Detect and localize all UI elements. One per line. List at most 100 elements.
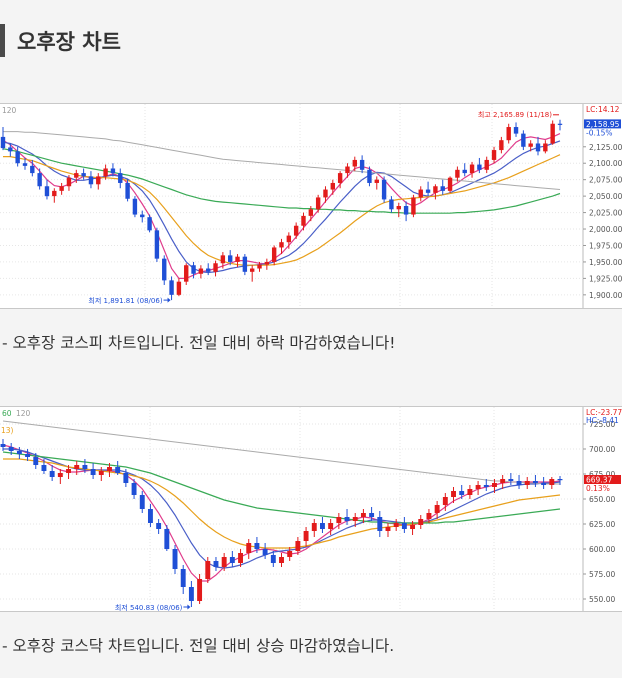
candle-body xyxy=(367,169,372,183)
candle-body xyxy=(271,247,277,262)
candle-body xyxy=(229,557,235,563)
current-price-label: 2,158.95 xyxy=(586,120,620,129)
candle-body xyxy=(30,165,35,174)
candle-body xyxy=(0,136,6,149)
candle-body xyxy=(418,519,424,525)
candle-body xyxy=(74,465,80,469)
y-tick-label: 625.00 xyxy=(589,520,615,529)
candle-body xyxy=(336,517,342,523)
candle-body xyxy=(15,151,20,164)
candle-body xyxy=(213,263,218,272)
y-tick-label: 1,975.00 xyxy=(589,241,622,250)
candle-body xyxy=(315,197,321,210)
y-tick-label: 1,925.00 xyxy=(589,274,622,283)
candle-body xyxy=(323,189,328,198)
candle-body xyxy=(242,256,248,272)
moving-average-line xyxy=(2,451,561,524)
candle-body xyxy=(369,513,375,517)
candle-body xyxy=(301,215,306,226)
moving-average-line xyxy=(3,131,561,190)
moving-average-line xyxy=(2,140,561,274)
candle-body xyxy=(506,127,511,141)
candle-body xyxy=(184,265,189,282)
candle-body xyxy=(433,186,438,193)
ma-period-label: 60 xyxy=(2,409,12,418)
candle-body xyxy=(197,579,203,601)
candle-body xyxy=(286,235,292,243)
candle-body xyxy=(88,176,94,185)
candle-body xyxy=(374,179,379,183)
change-percent-label: 0.13% xyxy=(586,484,610,493)
candle-body xyxy=(90,469,96,475)
candle-body xyxy=(311,523,317,531)
y-tick-label: 2,125.00 xyxy=(589,143,622,152)
candle-body xyxy=(500,479,506,483)
candle-body xyxy=(475,485,481,489)
candle-body xyxy=(198,268,204,274)
candle-body xyxy=(37,173,42,187)
kosdaq-candlestick-chart: 725.00 700.00 675.00 650.00 625.00 600.00 575.… xyxy=(0,407,622,611)
candle-body xyxy=(264,261,270,265)
candle-body xyxy=(164,529,170,549)
candle-body xyxy=(308,209,314,216)
candle-body xyxy=(103,168,108,177)
candle-body xyxy=(246,543,252,553)
candle-body xyxy=(147,217,152,231)
candle-body xyxy=(549,479,555,485)
candle-body xyxy=(123,473,129,483)
candle-body xyxy=(139,495,145,509)
candle-body xyxy=(156,523,162,529)
candle-body xyxy=(287,551,293,557)
y-tick-label: 675.00 xyxy=(589,470,615,479)
candle-body xyxy=(227,255,233,262)
candle-body xyxy=(238,553,244,563)
candle-body xyxy=(389,199,394,210)
candle-body xyxy=(403,206,409,215)
title-accent-bar xyxy=(0,24,5,57)
candle-body xyxy=(66,469,71,473)
candle-body xyxy=(447,177,453,191)
candle-body xyxy=(411,197,416,215)
candle-body xyxy=(279,242,284,248)
high-annotation: 최고 2,165.89 (11/18) xyxy=(478,110,552,119)
candle-body xyxy=(425,189,431,193)
low-annotation: 최저 540.83 (08/06) xyxy=(115,603,183,611)
candle-body xyxy=(467,489,473,495)
candle-body xyxy=(543,143,548,152)
candle-body xyxy=(328,523,334,529)
candle-body xyxy=(459,491,465,495)
kospi-chart-caption: - 오후장 코스피 차트입니다. 전일 대비 하락 마감하였습니다! xyxy=(2,334,396,352)
candle-body xyxy=(385,527,391,531)
candle-body xyxy=(132,198,138,215)
candle-body xyxy=(434,505,440,513)
candle-body xyxy=(492,483,497,487)
candle-body xyxy=(557,123,563,125)
candle-body xyxy=(22,163,28,166)
candle-body xyxy=(469,164,475,174)
candle-body xyxy=(344,517,350,521)
candle-body xyxy=(188,587,194,601)
y-tick-label: 600.00 xyxy=(589,545,615,554)
candle-body xyxy=(52,190,57,197)
candle-body xyxy=(96,176,101,185)
ma-clipped-label: 13) xyxy=(1,426,14,435)
candle-body xyxy=(176,281,182,295)
change-percent-label: -0.15% xyxy=(586,128,613,137)
candle-body xyxy=(393,523,399,527)
candle-body xyxy=(303,531,309,541)
y-tick-label: 2,025.00 xyxy=(589,209,622,218)
candle-body xyxy=(191,265,196,274)
current-price-box xyxy=(584,475,621,484)
ma-period-label: 120 xyxy=(16,409,31,418)
candle-body xyxy=(396,206,401,210)
candle-body xyxy=(513,127,519,134)
moving-average-line xyxy=(2,420,560,485)
candle-body xyxy=(213,561,219,567)
candle-body xyxy=(257,264,262,269)
kosdaq-chart-panel: 725.00 700.00 675.00 650.00 625.00 600.00 575.… xyxy=(0,406,622,612)
candle-body xyxy=(16,451,22,454)
y-tick-label: 1,950.00 xyxy=(589,258,622,267)
candle-body xyxy=(484,159,489,170)
candle-body xyxy=(180,569,186,587)
candle-body xyxy=(455,169,460,178)
